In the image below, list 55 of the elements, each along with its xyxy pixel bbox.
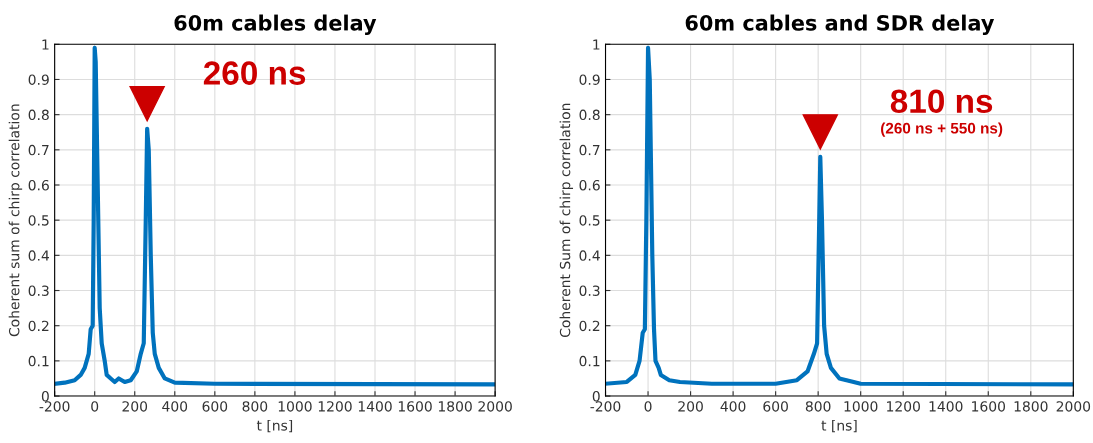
y-tick-label: 0.4 bbox=[579, 250, 600, 261]
x-tick-label: 400 bbox=[720, 401, 746, 412]
y-tick-label: 0.4 bbox=[28, 250, 50, 261]
y-tick-label: 0.5 bbox=[28, 215, 49, 226]
y-tick-label: 0.2 bbox=[28, 320, 49, 332]
x-tick-label: 1800 bbox=[1014, 401, 1048, 412]
y-tick-label: 0.9 bbox=[28, 74, 49, 85]
x-tick-label: 200 bbox=[122, 401, 148, 412]
x-tick-label: 800 bbox=[805, 401, 831, 412]
x-tick-label: 2000 bbox=[1056, 401, 1091, 412]
x-axis-title: t [ns] bbox=[821, 419, 857, 433]
y-tick-label: 0.9 bbox=[579, 74, 600, 85]
x-tick-label: 0 bbox=[644, 401, 652, 412]
y-tick-label: 0.6 bbox=[28, 179, 49, 191]
x-axis-title: t [ns] bbox=[256, 419, 293, 433]
x-tick-label: 1800 bbox=[438, 401, 472, 412]
x-tick-label: -200 bbox=[590, 401, 621, 412]
x-tick-label: 400 bbox=[162, 401, 188, 412]
annotation: (260 ns + 550 ns) bbox=[881, 122, 1003, 137]
x-tick-label: 600 bbox=[763, 401, 788, 412]
y-tick-label: 0.3 bbox=[28, 285, 49, 296]
x-tick-label: 1400 bbox=[929, 401, 963, 412]
chart-title: 60m cables and SDR delay bbox=[685, 14, 995, 35]
x-tick-label: 1400 bbox=[358, 401, 392, 412]
y-tick-label: 1 bbox=[593, 39, 600, 50]
x-tick-label: 1000 bbox=[278, 401, 312, 412]
x-tick-label: 600 bbox=[202, 401, 228, 412]
y-tick-label: 0.1 bbox=[28, 355, 49, 367]
y-tick-label: 0.7 bbox=[28, 144, 49, 156]
annotation: 260 ns bbox=[203, 61, 306, 85]
x-tick-label: -200 bbox=[39, 401, 70, 412]
y-tick-label: 0.7 bbox=[579, 144, 600, 156]
annotation: 810 ns bbox=[890, 89, 993, 114]
chart-title: 60m cables delay bbox=[174, 14, 377, 35]
x-tick-label: 800 bbox=[242, 401, 268, 412]
x-tick-label: 1200 bbox=[318, 401, 352, 412]
x-tick-label: 200 bbox=[678, 401, 703, 412]
y-tick-label: 0 bbox=[41, 391, 49, 402]
y-tick-label: 0.2 bbox=[579, 320, 600, 332]
y-tick-label: 0.1 bbox=[579, 355, 600, 367]
y-tick-label: 0.3 bbox=[579, 285, 600, 296]
y-tick-label: 0 bbox=[592, 391, 600, 402]
y-tick-label: 0.6 bbox=[579, 179, 600, 191]
x-tick-label: 1000 bbox=[844, 401, 878, 412]
y-tick-label: 0.8 bbox=[579, 109, 600, 121]
x-tick-label: 1600 bbox=[972, 401, 1006, 412]
x-tick-label: 0 bbox=[91, 401, 99, 412]
y-tick-label: 0.8 bbox=[28, 109, 49, 121]
y-axis-title: Coherent Sum of chirp correlation bbox=[559, 103, 574, 338]
x-tick-label: 2000 bbox=[478, 401, 512, 412]
x-tick-label: 1200 bbox=[887, 401, 920, 412]
x-tick-label: 1600 bbox=[398, 401, 432, 412]
y-tick-label: 1 bbox=[42, 39, 49, 50]
y-tick-label: 0.5 bbox=[579, 215, 600, 226]
y-axis-title: Coherent sum of chirp correlation bbox=[8, 104, 23, 337]
